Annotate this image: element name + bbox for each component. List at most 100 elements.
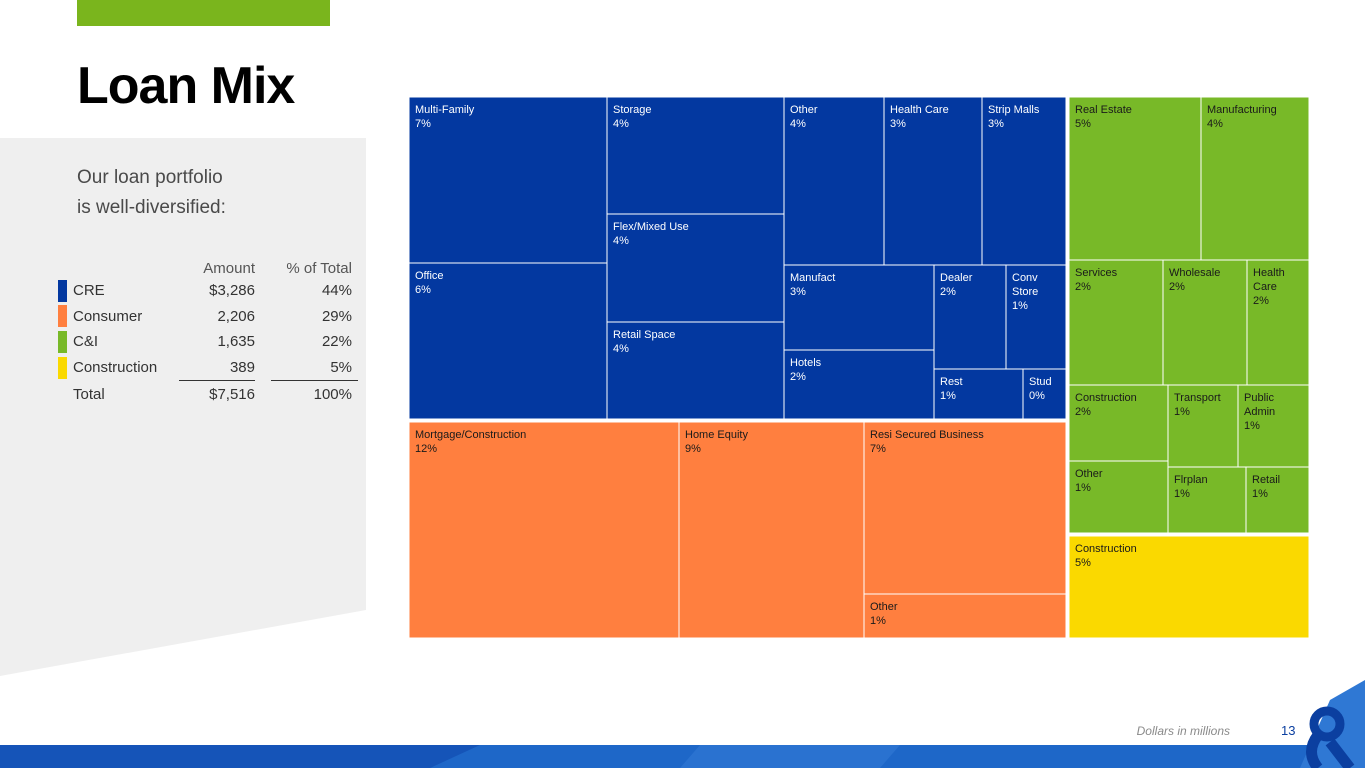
treemap-cell-value: 7% <box>870 443 886 455</box>
treemap-cell-value: 1% <box>940 390 956 402</box>
treemap-cell-value: 4% <box>1207 118 1223 130</box>
page-title: Loan Mix <box>77 57 295 115</box>
treemap-cell-value: 1% <box>1174 406 1190 418</box>
header-amount: Amount <box>203 259 255 277</box>
treemap-cell-value: 4% <box>613 118 629 130</box>
treemap-cell: Wholesale 2% <box>1162 259 1248 386</box>
treemap-cell: Public Admin 1% <box>1237 384 1309 468</box>
row-amount: 2,206 <box>217 307 255 325</box>
treemap-cell-label: Construction 2% <box>1075 392 1137 418</box>
treemap-cell-rect <box>1068 97 1202 261</box>
treemap-cell-rect <box>409 97 608 264</box>
intro-text: Our loan portfolio is well-diversified: <box>77 163 307 223</box>
table-row-cre: CRE $3,286 44% <box>58 278 358 304</box>
treemap-cell-value: 1% <box>1012 300 1028 312</box>
treemap-cell-value: 4% <box>613 235 629 247</box>
treemap-cell-rect <box>783 97 885 266</box>
treemap-cell: Manufacturing 4% <box>1200 97 1309 261</box>
row-amount: 389 <box>229 358 255 376</box>
treemap-cell: Rest 1% <box>933 368 1024 420</box>
treemap-cell: Flex/Mixed Use 4% <box>606 213 785 323</box>
treemap-cell: Other 1% <box>863 593 1067 638</box>
treemap-cell-value: 3% <box>988 118 1004 130</box>
treemap-cell-label: Retail Space 4% <box>613 329 675 355</box>
legend-swatch-construction <box>58 356 67 379</box>
treemap-cell: Construction 2% <box>1068 384 1169 462</box>
treemap-cell-rect <box>863 421 1067 595</box>
treemap-cell-value: 2% <box>1169 281 1185 293</box>
treemap-cell-rect <box>409 421 680 638</box>
treemap-cell-label: Public Admin 1% <box>1244 392 1275 432</box>
treemap-cell: Stud 0% <box>1022 368 1067 420</box>
page-number: 13 <box>1281 723 1296 738</box>
footer-note: Dollars in millions <box>1136 724 1230 738</box>
treemap-cell-value: 4% <box>613 343 629 355</box>
legend-swatch-consumer <box>58 305 67 328</box>
treemap-cell-label: Conv Store 1% <box>1012 272 1038 312</box>
treemap-cell-value: 1% <box>1244 420 1260 432</box>
treemap-cell-label: Transport 1% <box>1174 392 1221 418</box>
treemap-cell-label: Other 1% <box>1075 468 1103 494</box>
treemap-cell-value: 4% <box>790 118 806 130</box>
treemap-cell-label: Rest 1% <box>940 376 963 402</box>
table-row-construction: Construction 389 5% <box>58 355 358 381</box>
treemap-cell-label: Mortgage/Construction 12% <box>415 429 526 455</box>
treemap-cell-value: 1% <box>870 615 886 627</box>
treemap-cell-rect <box>883 97 983 266</box>
treemap-cell-value: 5% <box>1075 557 1091 569</box>
treemap-cell-rect <box>1022 368 1067 420</box>
treemap-cell-value: 12% <box>415 443 437 455</box>
treemap-cell-rect <box>1245 466 1309 534</box>
treemap-cell-rect <box>409 262 608 420</box>
treemap-cell: Mortgage/Construction 12% <box>409 421 680 638</box>
loan-mix-table: Amount % of Total CRE $3,286 44% Consume… <box>58 258 358 408</box>
treemap-cell-rect <box>981 97 1067 266</box>
treemap-cell-value: 6% <box>415 284 431 296</box>
row-label: C&I <box>73 333 99 351</box>
treemap-cell-value: 1% <box>1252 488 1268 500</box>
treemap-cell-value: 2% <box>1253 295 1269 307</box>
treemap-cell-label: Home Equity 9% <box>685 429 748 455</box>
treemap-cell-label: Real Estate 5% <box>1075 104 1132 130</box>
title-accent-bar <box>77 0 330 26</box>
treemap-cell-value: 3% <box>890 118 906 130</box>
treemap-cell-label: Dealer 2% <box>940 272 973 298</box>
treemap-cell-value: 7% <box>415 118 431 130</box>
row-pct: 44% <box>321 282 352 300</box>
total-pct: 100% <box>271 380 358 408</box>
table-row-total: Total $7,516 100% <box>58 380 358 408</box>
treemap-cell-label: Resi Secured Business 7% <box>870 429 984 455</box>
treemap-cell: Multi-Family 7% <box>409 97 608 264</box>
row-pct: 5% <box>330 358 352 376</box>
treemap-cell-label: Hotels 2% <box>790 357 822 383</box>
legend-swatch-cre <box>58 279 67 302</box>
treemap-cell-label: Storage 4% <box>613 104 652 130</box>
treemap-cell: Dealer 2% <box>933 264 1007 370</box>
treemap-cell: Strip Malls 3% <box>981 97 1067 266</box>
treemap-cell: Conv Store 1% <box>1005 264 1067 370</box>
intro-line-2: is well-diversified: <box>77 197 226 218</box>
loan-mix-treemap: Multi-Family 7% Office 6% Storage 4% Flex/Mixe… <box>409 97 1309 638</box>
treemap-cell-rect <box>783 349 935 420</box>
treemap-cell-label: Health Care 2% <box>1253 267 1285 307</box>
treemap-cell: Health Care 2% <box>1246 259 1309 386</box>
row-label: CRE <box>73 282 105 300</box>
treemap-cell: Resi Secured Business 7% <box>863 421 1067 595</box>
treemap-cell-label: Construction 5% <box>1075 543 1137 569</box>
treemap-cell-value: 5% <box>1075 118 1091 130</box>
treemap-cell-rect <box>1068 460 1169 534</box>
treemap-cell-rect <box>1237 384 1309 468</box>
ampersand-logo-icon <box>1306 706 1355 768</box>
treemap-cell: Office 6% <box>409 262 608 420</box>
treemap-cell-value: 2% <box>1075 281 1091 293</box>
header-pct: % of Total <box>286 259 352 277</box>
treemap-cell-rect <box>606 213 785 323</box>
treemap-cell-label: Flrplan 1% <box>1174 474 1208 500</box>
row-amount: $3,286 <box>209 282 255 300</box>
treemap-cell-rect <box>933 368 1024 420</box>
treemap-cell-label: Stud 0% <box>1029 376 1052 402</box>
treemap-cell: Services 2% <box>1068 259 1164 386</box>
treemap-cell-rect <box>1246 259 1309 386</box>
treemap-cell-rect <box>1167 466 1247 534</box>
table-row-ci: C&I 1,635 22% <box>58 329 358 355</box>
